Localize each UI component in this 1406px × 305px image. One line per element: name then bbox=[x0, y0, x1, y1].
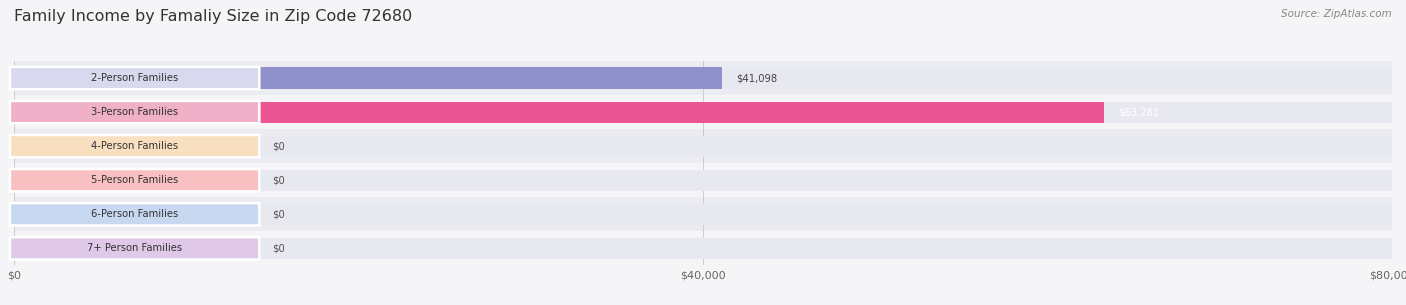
Bar bbox=[14, 197, 1392, 231]
Bar bbox=[14, 67, 1392, 88]
Bar bbox=[14, 61, 1392, 95]
Text: 4-Person Families: 4-Person Families bbox=[91, 141, 179, 151]
FancyBboxPatch shape bbox=[10, 203, 259, 225]
Bar bbox=[14, 170, 1392, 191]
Text: 7+ Person Families: 7+ Person Families bbox=[87, 243, 183, 253]
Bar bbox=[14, 231, 1392, 265]
Bar bbox=[14, 95, 1392, 129]
Bar bbox=[14, 136, 1392, 157]
Text: 5-Person Families: 5-Person Families bbox=[91, 175, 179, 185]
FancyBboxPatch shape bbox=[10, 67, 259, 89]
Text: Source: ZipAtlas.com: Source: ZipAtlas.com bbox=[1281, 9, 1392, 19]
Text: Family Income by Famaliy Size in Zip Code 72680: Family Income by Famaliy Size in Zip Cod… bbox=[14, 9, 412, 24]
FancyBboxPatch shape bbox=[10, 135, 259, 157]
Bar bbox=[14, 204, 1392, 225]
Text: 3-Person Families: 3-Person Families bbox=[91, 107, 179, 117]
Bar bbox=[14, 67, 721, 88]
Bar bbox=[14, 163, 1392, 197]
Bar bbox=[14, 129, 1392, 163]
Bar bbox=[14, 102, 1104, 123]
FancyBboxPatch shape bbox=[10, 169, 259, 191]
Text: 6-Person Families: 6-Person Families bbox=[91, 209, 179, 219]
Text: $0: $0 bbox=[271, 243, 284, 253]
Text: $0: $0 bbox=[271, 141, 284, 151]
Bar bbox=[14, 102, 1392, 123]
Text: $63,281: $63,281 bbox=[1118, 107, 1159, 117]
Text: $41,098: $41,098 bbox=[735, 73, 778, 83]
FancyBboxPatch shape bbox=[10, 101, 259, 123]
Bar bbox=[14, 238, 1392, 259]
Text: $0: $0 bbox=[271, 209, 284, 219]
Text: $0: $0 bbox=[271, 175, 284, 185]
Text: 2-Person Families: 2-Person Families bbox=[91, 73, 179, 83]
FancyBboxPatch shape bbox=[10, 237, 259, 260]
